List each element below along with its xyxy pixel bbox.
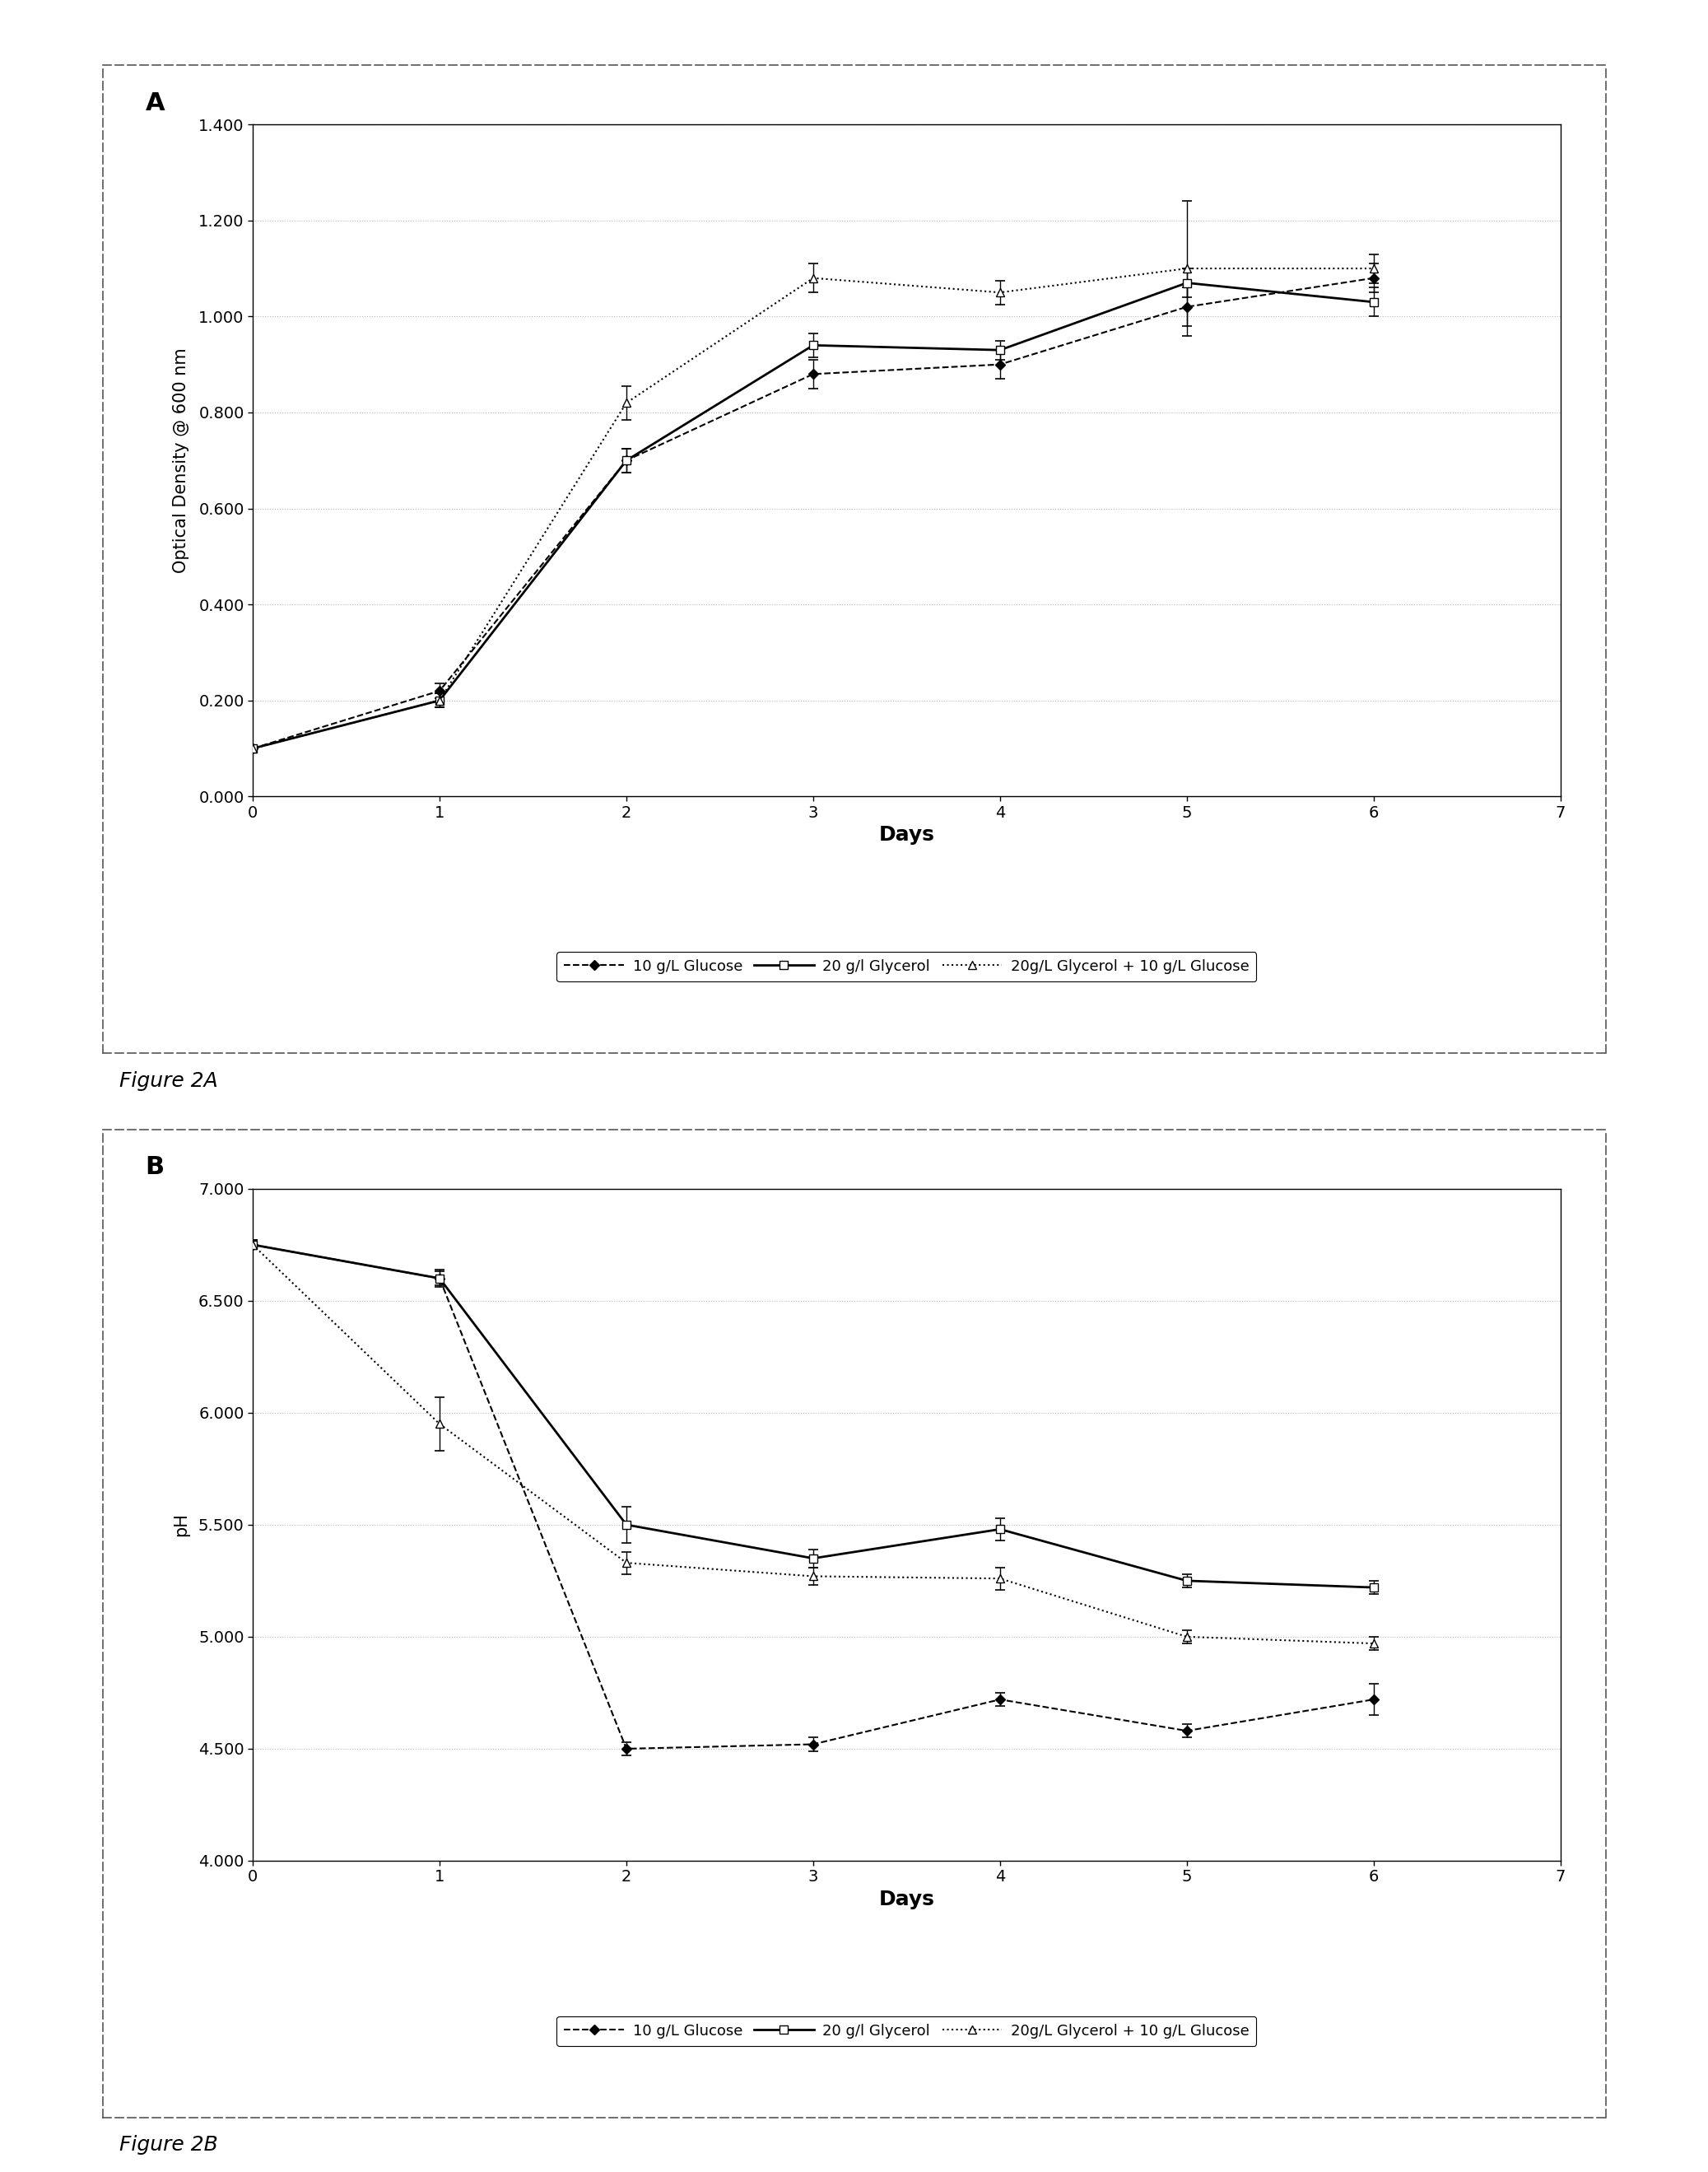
Y-axis label: pH: pH: [173, 1514, 190, 1536]
Legend: 10 g/L Glucose, 20 g/l Glycerol, 20g/L Glycerol + 10 g/L Glucose: 10 g/L Glucose, 20 g/l Glycerol, 20g/L G…: [557, 951, 1257, 982]
Text: A: A: [145, 91, 164, 115]
Text: B: B: [145, 1156, 164, 1179]
Text: Figure 2A: Figure 2A: [120, 1071, 219, 1090]
X-axis label: Days: Days: [878, 825, 934, 845]
Legend: 10 g/L Glucose, 20 g/l Glycerol, 20g/L Glycerol + 10 g/L Glucose: 10 g/L Glucose, 20 g/l Glycerol, 20g/L G…: [557, 2016, 1257, 2046]
X-axis label: Days: Days: [878, 1890, 934, 1909]
Y-axis label: Optical Density @ 600 nm: Optical Density @ 600 nm: [173, 348, 190, 573]
Text: Figure 2B: Figure 2B: [120, 2135, 219, 2155]
